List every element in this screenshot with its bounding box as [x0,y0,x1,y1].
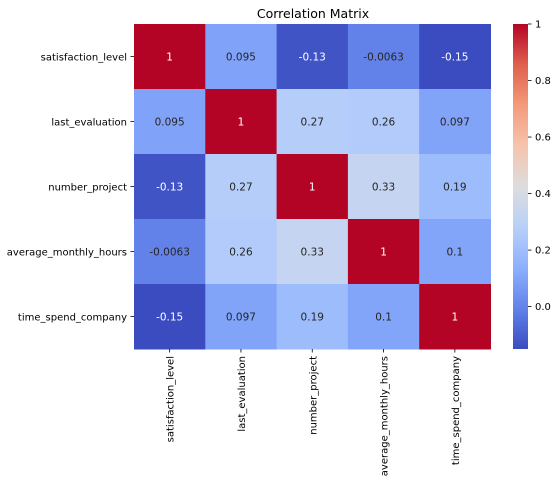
colorbar-ticks: 0.0 0.2 0.4 0.6 0.8 1 [528,20,551,313]
cell-annotation-r4-c4: 1 [452,312,459,324]
cell-annotation-r1-c3: 0.26 [372,117,396,129]
x-tick-label-3: average_monthly_hours [380,356,391,476]
colorbar-gradient [513,24,528,349]
heatmap-cell-r3-c3 [347,219,420,285]
x-tick-label-4: time_spend_company [451,356,462,465]
cell-annotation-r1-c4: 0.097 [440,117,470,129]
cell-annotation-r4-c1: 0.097 [226,312,256,324]
cell-annotation-r3-c3: 1 [380,247,387,259]
cell-annotation-r0-c4: -0.15 [441,52,468,64]
heatmap-cell-r0-c0 [134,24,206,90]
y-tick-label-4: time_spend_company [18,313,127,324]
y-tick-label-3: average_monthly_hours [7,248,127,259]
y-tick-label-0: satisfaction_level [41,53,127,64]
heatmap-cell-r0-c4 [419,24,491,90]
heatmap-cell-r3-c4 [419,219,491,285]
heatmap-cell-r0-c1 [205,24,278,90]
heatmap-cell-r2-c3 [347,154,420,220]
cell-annotation-r3-c4: 0.1 [446,247,463,259]
heatmap-cells: 1 0.095 -0.13 -0.0063 -0.15 0.095 1 0.27 0.26 0.0… [134,24,491,350]
heatmap-cell-r4-c0 [134,284,206,350]
cell-annotation-r3-c2: 0.33 [301,247,324,259]
cell-annotation-r2-c4: 0.19 [443,182,466,194]
heatmap-cell-r1-c2 [276,89,349,155]
x-axis-tick-labels: satisfaction_level last_evaluation number_… [166,349,462,476]
heatmap-cell-r3-c1 [205,219,278,285]
colorbar-tick-label-4: 0.8 [535,76,551,87]
heatmap-cell-r2-c4 [419,154,491,220]
cell-annotation-r3-c1: 0.26 [229,247,253,259]
heatmap-cell-r4-c3 [347,284,420,350]
cell-annotation-r2-c2: 1 [309,182,316,194]
chart-title: Correlation Matrix [257,6,369,21]
colorbar-tick-label-5: 1 [535,20,541,31]
y-tick-label-2: number_project [48,183,127,194]
heatmap-cell-r1-c0 [134,89,206,155]
heatmap-cell-r2-c0 [134,154,206,220]
colorbar-tick-label-0: 0.0 [535,302,551,313]
heatmap-cell-r0-c2 [276,24,349,90]
heatmap-cell-r3-c0 [134,219,206,285]
heatmap-cell-r2-c2 [276,154,349,220]
colorbar: 0.0 0.2 0.4 0.6 0.8 1 [513,20,551,349]
cell-annotation-r0-c2: -0.13 [299,52,326,64]
heatmap-cell-r2-c1 [205,154,278,220]
x-tick-label-2: number_project [308,356,319,435]
colorbar-tick-label-3: 0.6 [535,133,551,144]
cell-annotation-r2-c0: -0.13 [156,182,183,194]
heatmap-cell-r3-c2 [276,219,349,285]
cell-annotation-r1-c1: 1 [238,117,245,129]
cell-annotation-r1-c0: 0.095 [155,117,185,129]
cell-annotation-r2-c1: 0.27 [229,182,252,194]
heatmap-cell-r4-c2 [276,284,349,350]
cell-annotation-r4-c0: -0.15 [156,312,183,324]
heatmap-cell-r1-c3 [347,89,420,155]
cell-annotation-r0-c3: -0.0063 [363,52,404,64]
cell-annotation-r2-c3: 0.33 [372,182,395,194]
y-tick-label-1: last_evaluation [51,118,127,129]
heatmap-cell-r1-c4 [419,89,491,155]
heatmap-cell-r1-c1 [205,89,278,155]
x-tick-label-1: last_evaluation [237,356,248,432]
cell-annotation-r4-c2: 0.19 [301,312,324,324]
heatmap-cell-r0-c3 [347,24,420,90]
cell-annotation-r4-c3: 0.1 [375,312,392,324]
cell-annotation-r0-c1: 0.095 [226,52,256,64]
heatmap-cell-r4-c4 [419,284,491,350]
cell-annotation-r1-c2: 0.27 [301,117,324,129]
y-axis-tick-labels: satisfaction_level last_evaluation number_… [7,53,134,324]
cell-annotation-r0-c0: 1 [166,52,173,64]
colorbar-tick-label-2: 0.4 [535,189,551,200]
x-tick-label-0: satisfaction_level [166,356,177,442]
cell-annotation-r3-c0: -0.0063 [149,247,190,259]
colorbar-tick-label-1: 0.2 [535,246,551,257]
heatmap-cell-r4-c1 [205,284,278,350]
